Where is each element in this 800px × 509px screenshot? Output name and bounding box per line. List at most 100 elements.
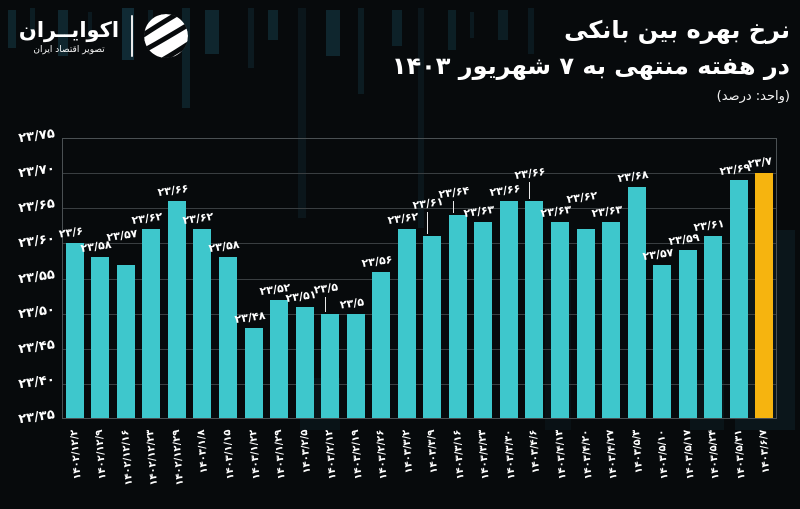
bar — [219, 257, 237, 418]
gridline — [63, 348, 776, 350]
x-axis-label-text: ۱۴۰۳/۲/۱۹ — [349, 429, 365, 480]
background-streak — [30, 8, 35, 38]
y-axis-label: ۲۳/۷۰ — [17, 161, 56, 182]
gridline — [63, 243, 776, 245]
background-streak — [448, 10, 456, 50]
x-axis-label-text: ۱۴۰۳/۴/۲۷ — [604, 429, 620, 480]
page-title: نرخ بهره بین بانکی در هفته منتهی به ۷ شه… — [392, 12, 790, 104]
y-axis-label: ۲۳/۷۵ — [17, 126, 56, 147]
title-line-2: در هفته منتهی به ۷ شهریور ۱۴۰۳ — [391, 52, 790, 80]
plot-area — [62, 138, 777, 419]
y-axis-label: ۲۳/۴۵ — [17, 336, 56, 357]
background-streak — [392, 10, 402, 46]
gridline — [63, 208, 776, 210]
background-streak — [358, 8, 364, 94]
brand-name: اکوایــران — [18, 18, 120, 42]
bar — [295, 306, 314, 418]
bar — [678, 250, 697, 418]
background-streak — [498, 10, 508, 40]
x-axis-label-text: ۱۴۰۲/۱۲/۱۶ — [119, 429, 135, 486]
label-leader-line — [325, 296, 327, 312]
bar — [372, 271, 391, 418]
bar — [193, 229, 212, 418]
bar — [448, 215, 467, 418]
x-axis-label-text: ۱۴۰۳/۶/۷ — [758, 429, 773, 474]
y-axis-label: ۲۳/۶۵ — [17, 196, 56, 217]
bar — [474, 222, 493, 418]
x-axis-label-text: ۱۴۰۳/۱/۸ — [196, 429, 211, 474]
y-axis-label: ۲۳/۵۰ — [17, 301, 56, 322]
bar — [167, 201, 186, 418]
brand-logo-icon — [144, 14, 188, 58]
x-axis-label-text: ۱۴۰۳/۵/۳۱ — [732, 429, 748, 480]
bar — [576, 229, 595, 418]
bar — [704, 236, 723, 418]
x-axis-label-text: ۱۴۰۳/۴/۶ — [528, 429, 543, 474]
bar — [550, 222, 569, 418]
background-streak — [248, 8, 254, 68]
y-axis-label: ۲۳/۴۰ — [17, 372, 56, 393]
x-axis-label-text: ۱۴۰۳/۲/۲۶ — [375, 429, 390, 480]
bar — [65, 243, 84, 418]
bar — [499, 201, 518, 418]
brand-text-block: اکوایــران تصویر اقتصاد ایران — [16, 17, 122, 55]
bar — [729, 180, 748, 418]
x-axis-label-text: ۱۴۰۲/۱۲/۲ — [68, 429, 84, 480]
label-leader-line — [452, 201, 454, 214]
background-streak — [8, 10, 16, 48]
x-axis-label-text: ۱۴۰۳/۲/۵ — [298, 429, 313, 474]
bar — [270, 299, 289, 418]
x-axis-label-text: ۱۴۰۳/۱/۱۵ — [221, 429, 237, 480]
brand-tagline: تصویر اقتصاد ایران — [33, 45, 105, 55]
bar — [653, 264, 672, 418]
background-streak — [205, 10, 219, 54]
y-axis-label: ۲۳/۳۵ — [17, 407, 56, 428]
x-axis-label-text: ۱۴۰۳/۱/۲۲ — [247, 429, 262, 480]
bar — [91, 257, 110, 418]
background-streak — [418, 8, 424, 228]
gridline — [63, 383, 776, 385]
x-axis-label-text: ۱۴۰۳/۵/۲۴ — [707, 429, 722, 480]
bar-highlighted — [755, 173, 774, 418]
brand-divider — [131, 15, 133, 57]
x-axis-label-text: ۱۴۰۳/۳/۲ — [400, 429, 415, 474]
bar — [244, 327, 263, 418]
x-axis-label-text: ۱۴۰۳/۳/۳۰ — [502, 429, 518, 480]
x-axis-label-text: ۱۴۰۲/۱۲/۲۳ — [145, 429, 161, 486]
bar — [397, 229, 416, 418]
x-axis-label-text: ۱۴۰۳/۲/۱۲ — [324, 429, 339, 480]
x-axis-label-text: ۱۴۰۲/۱۲/۲۹ — [170, 429, 186, 486]
unit-note: (واحد: درصد) — [716, 89, 790, 104]
background-streak — [298, 8, 306, 218]
x-axis-label-text: ۱۴۰۳/۱/۲۹ — [273, 429, 288, 480]
gridline — [63, 313, 776, 315]
background-streak — [470, 12, 474, 38]
background-streak — [326, 10, 340, 56]
background-streak — [268, 10, 278, 40]
bar — [525, 201, 544, 418]
x-axis-label-text: ۱۴۰۳/۵/۱۷ — [681, 429, 697, 480]
x-axis-label-text: ۱۴۰۳/۳/۲۳ — [477, 429, 492, 480]
background-streak — [88, 12, 92, 38]
x-axis-label-text: ۱۴۰۳/۵/۳ — [630, 429, 645, 474]
x-axis-label-text: ۱۴۰۳/۴/۱۳ — [553, 429, 569, 480]
background-streak — [58, 10, 68, 56]
x-axis-label-text: ۱۴۰۳/۳/۹ — [426, 429, 441, 474]
bar — [346, 313, 365, 418]
gridline — [63, 173, 776, 175]
bar — [602, 222, 620, 418]
x-axis-label-text: ۱۴۰۳/۴/۲۰ — [579, 429, 594, 480]
background-streak — [182, 8, 190, 108]
label-leader-line — [529, 182, 531, 200]
label-leader-line — [427, 212, 429, 235]
bar — [142, 229, 161, 418]
bar — [116, 264, 135, 418]
bar — [321, 313, 340, 418]
background-streak — [528, 8, 534, 54]
x-axis-label-text: ۱۴۰۳/۵/۱۰ — [656, 429, 671, 480]
x-axis-label-text: ۱۴۰۲/۱۲/۹ — [94, 429, 109, 480]
bar — [423, 236, 442, 418]
brand-logo: اکوایــران تصویر اقتصاد ایران — [16, 12, 190, 60]
